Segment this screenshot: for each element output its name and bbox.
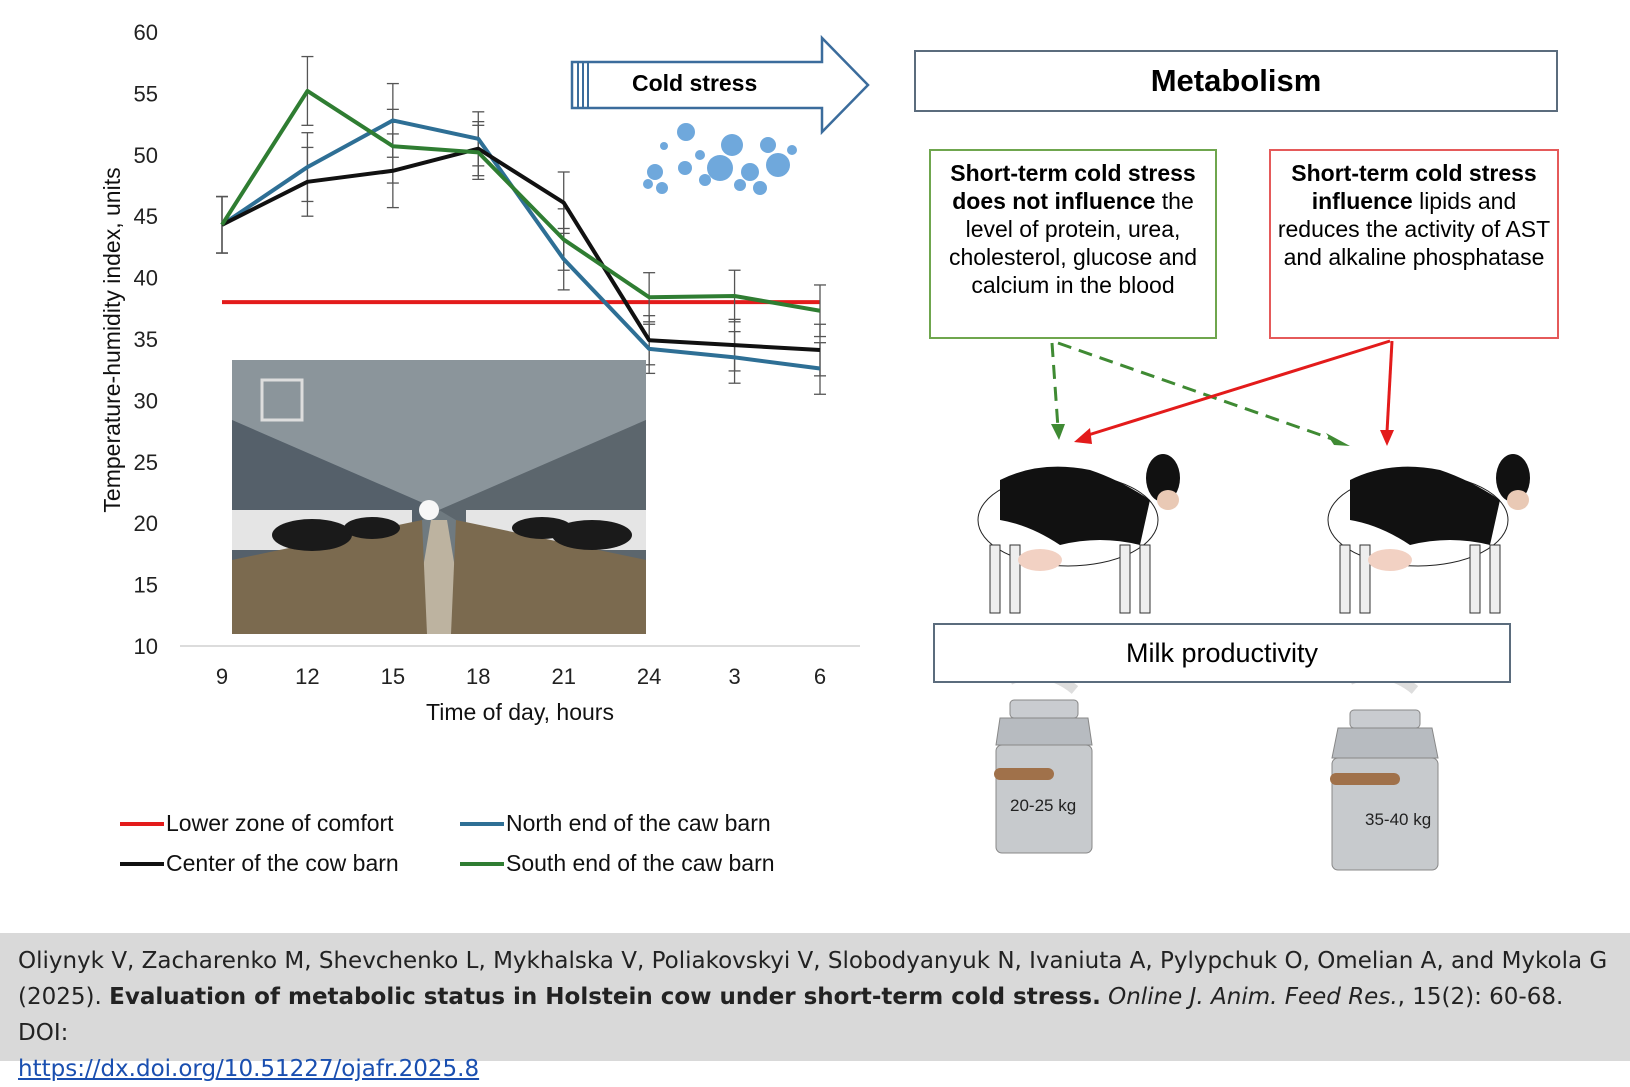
x-tick-label: 6 bbox=[814, 664, 826, 689]
y-tick-label: 15 bbox=[134, 573, 158, 598]
y-tick-label: 50 bbox=[134, 143, 158, 168]
cold-stress-label: Cold stress bbox=[632, 70, 758, 96]
legend-item-lower-zone: Lower zone of comfort bbox=[120, 810, 394, 837]
y-tick-label: 30 bbox=[134, 388, 158, 413]
x-tick-label: 24 bbox=[637, 664, 661, 689]
cold-stress-arrow bbox=[570, 34, 870, 136]
milk-can-right-image bbox=[1330, 669, 1439, 871]
x-tick-label: 18 bbox=[466, 664, 490, 689]
snowflakes-icon bbox=[643, 123, 797, 195]
y-axis-title: Temperature-humidity index, units bbox=[99, 167, 125, 512]
legend-swatch bbox=[120, 821, 164, 826]
y-tick-label: 55 bbox=[134, 81, 158, 106]
milk-productivity-box: Milk productivity bbox=[933, 623, 1511, 683]
main-chart: 10 15 20 25 30 35 40 45 50 55 60 9 12 15 18 21 24 3 6 Time … bbox=[99, 20, 1530, 871]
y-tick-label: 60 bbox=[134, 20, 158, 45]
citation-details: , 15(2): 60-68. DOI: bbox=[18, 984, 1564, 1046]
series-line-center bbox=[221, 146, 821, 353]
y-tick-label: 25 bbox=[134, 450, 158, 475]
legend-label: Center of the cow barn bbox=[166, 850, 399, 876]
legend-swatch bbox=[460, 861, 504, 866]
legend-label: North end of the caw barn bbox=[506, 810, 771, 836]
legend-item-center: Center of the cow barn bbox=[120, 850, 399, 877]
can-right-label: 35-40 kg bbox=[1365, 810, 1432, 829]
legend-label: Lower zone of comfort bbox=[166, 810, 394, 836]
x-tick-label: 3 bbox=[728, 664, 740, 689]
influence-heading: Short-term cold stress bbox=[1291, 160, 1537, 186]
barn-photo bbox=[232, 360, 646, 634]
no-influence-text: the level of protein, urea, cholesterol,… bbox=[948, 188, 1198, 298]
x-tick-label: 9 bbox=[216, 664, 228, 689]
x-tick-label: 15 bbox=[381, 664, 405, 689]
y-tick-label: 40 bbox=[134, 266, 158, 291]
citation-authors: Oliynyk V, Zacharenko M, Shevchenko L, M… bbox=[18, 948, 1608, 1010]
influence-box: Short-term cold stress influence lipids … bbox=[1269, 149, 1559, 339]
citation-journal: Online J. Anim. Feed Res. bbox=[1108, 984, 1398, 1010]
y-tick-label: 35 bbox=[134, 327, 158, 352]
legend-swatch bbox=[460, 821, 504, 826]
x-tick-label: 21 bbox=[551, 664, 575, 689]
cow-right-image bbox=[1327, 454, 1530, 614]
legend-item-north: North end of the caw barn bbox=[460, 810, 771, 837]
influence-arrows bbox=[1050, 339, 1394, 446]
influence-text: lipids and reduces the activity of AST a… bbox=[1277, 188, 1551, 270]
no-influence-box: Short-term cold stress does not influenc… bbox=[929, 149, 1217, 339]
legend-item-south: South end of the caw barn bbox=[460, 850, 775, 877]
legend-label: South end of the caw barn bbox=[506, 850, 775, 876]
doi-link[interactable]: https://dx.doi.org/10.51227/ojafr.2025.8 bbox=[18, 1056, 480, 1082]
milk-can-left-image bbox=[994, 669, 1093, 854]
y-tick-label: 10 bbox=[134, 634, 158, 659]
series-line-south bbox=[220, 88, 821, 313]
x-tick-label: 12 bbox=[295, 664, 319, 689]
citation-title: Evaluation of metabolic status in Holste… bbox=[109, 984, 1101, 1010]
can-left-label: 20-25 kg bbox=[1010, 796, 1077, 815]
influence-emphasis: influence bbox=[1311, 188, 1413, 214]
cow-left-image bbox=[977, 454, 1180, 614]
no-influence-heading: Short-term cold stress bbox=[950, 160, 1196, 186]
metabolism-box: Metabolism bbox=[914, 50, 1558, 112]
citation-block: Oliynyk V, Zacharenko M, Shevchenko L, M… bbox=[0, 933, 1630, 1082]
y-tick-label: 45 bbox=[134, 204, 158, 229]
series-line-north bbox=[220, 118, 821, 371]
no-influence-emphasis: does not influence bbox=[952, 188, 1156, 214]
legend-swatch bbox=[120, 861, 164, 866]
x-axis-title: Time of day, hours bbox=[426, 699, 614, 725]
y-tick-label: 20 bbox=[134, 511, 158, 536]
